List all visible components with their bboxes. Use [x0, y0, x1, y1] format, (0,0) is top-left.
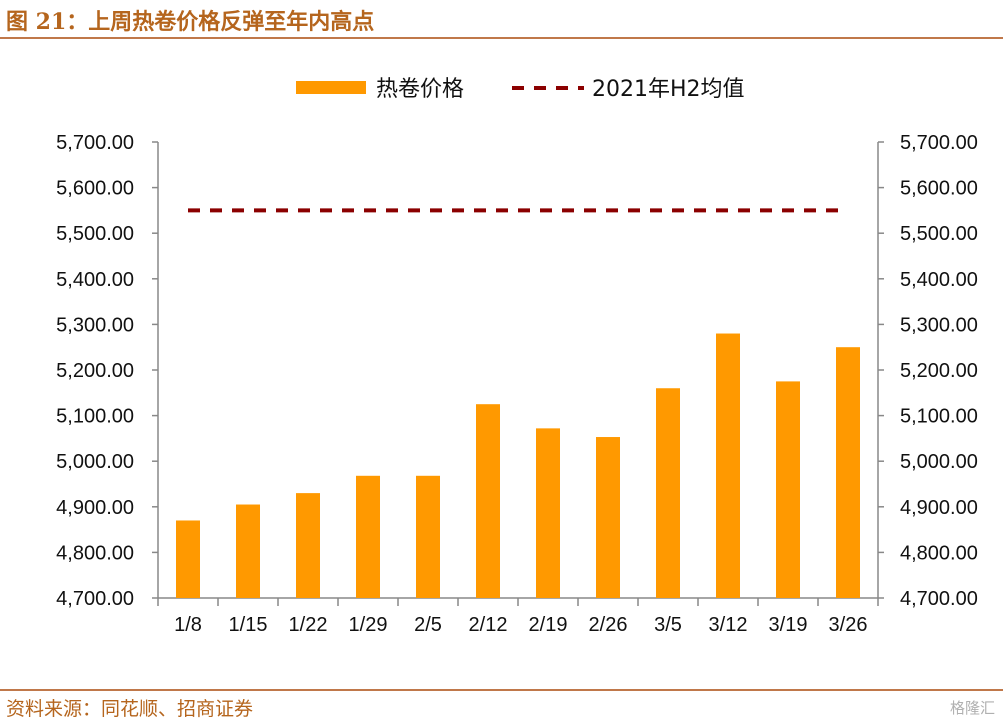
y-tick-label: 5,400.00	[56, 269, 134, 291]
secondary-y-tick-label: 5,500.00	[900, 223, 978, 245]
secondary-y-tick-label: 5,000.00	[900, 451, 978, 473]
bar	[416, 475, 440, 598]
x-tick-label: 2/12	[469, 614, 508, 636]
bar	[836, 347, 860, 598]
x-tick-label: 1/8	[174, 614, 202, 636]
bar	[476, 404, 500, 598]
bar	[536, 428, 560, 598]
source-note: 资料来源：同花顺、招商证券	[6, 698, 254, 720]
legend-label-line: 2021年H2均值	[592, 77, 745, 102]
bar	[176, 520, 200, 598]
x-tick-label: 3/12	[709, 614, 748, 636]
y-tick-label: 4,700.00	[56, 588, 134, 610]
y-tick-label: 5,100.00	[56, 406, 134, 428]
x-tick-label: 1/29	[349, 614, 388, 636]
bar	[776, 381, 800, 598]
bar-chart: 4,700.00 4,700.00 4,800.00 4,800.00 4,900.00…	[56, 77, 978, 636]
x-tick-label: 2/19	[529, 614, 568, 636]
watermark-logo: 格隆汇	[949, 699, 995, 717]
y-tick-label: 5,200.00	[56, 360, 134, 382]
bar	[296, 493, 320, 598]
figure-title: 图 21：上周热卷价格反弹至年内高点	[6, 9, 375, 35]
legend-swatch-bar	[296, 81, 366, 94]
bar	[596, 437, 620, 598]
x-tick-label: 3/5	[654, 614, 682, 636]
x-tick-label: 3/26	[829, 614, 868, 636]
secondary-y-tick-label: 5,600.00	[900, 178, 978, 200]
secondary-y-tick-label: 4,800.00	[900, 542, 978, 564]
secondary-y-tick-label: 5,200.00	[900, 360, 978, 382]
y-tick-label: 4,800.00	[56, 542, 134, 564]
y-tick-label: 4,900.00	[56, 497, 134, 519]
footer-rule	[0, 689, 1003, 691]
y-tick-label: 5,700.00	[56, 132, 134, 154]
secondary-y-tick-label: 5,300.00	[900, 314, 978, 336]
bar	[716, 333, 740, 598]
y-tick-label: 5,500.00	[56, 223, 134, 245]
y-tick-label: 5,000.00	[56, 451, 134, 473]
x-tick-label: 1/15	[229, 614, 268, 636]
secondary-y-tick-label: 5,100.00	[900, 406, 978, 428]
bar	[236, 504, 260, 598]
bar	[356, 475, 380, 598]
x-tick-label: 1/22	[289, 614, 328, 636]
header-rule	[0, 37, 1003, 39]
x-tick-label: 2/26	[589, 614, 628, 636]
secondary-y-tick-label: 4,700.00	[900, 588, 978, 610]
secondary-y-tick-label: 5,400.00	[900, 269, 978, 291]
x-tick-label: 2/5	[414, 614, 442, 636]
figure-header: 图 21：上周热卷价格反弹至年内高点	[0, 0, 1003, 38]
x-tick-label: 3/19	[769, 614, 808, 636]
y-tick-label: 5,300.00	[56, 314, 134, 336]
secondary-y-tick-label: 4,900.00	[900, 497, 978, 519]
bar	[656, 388, 680, 598]
secondary-y-tick-label: 5,700.00	[900, 132, 978, 154]
legend-label-bar: 热卷价格	[376, 77, 464, 102]
y-tick-label: 5,600.00	[56, 178, 134, 200]
